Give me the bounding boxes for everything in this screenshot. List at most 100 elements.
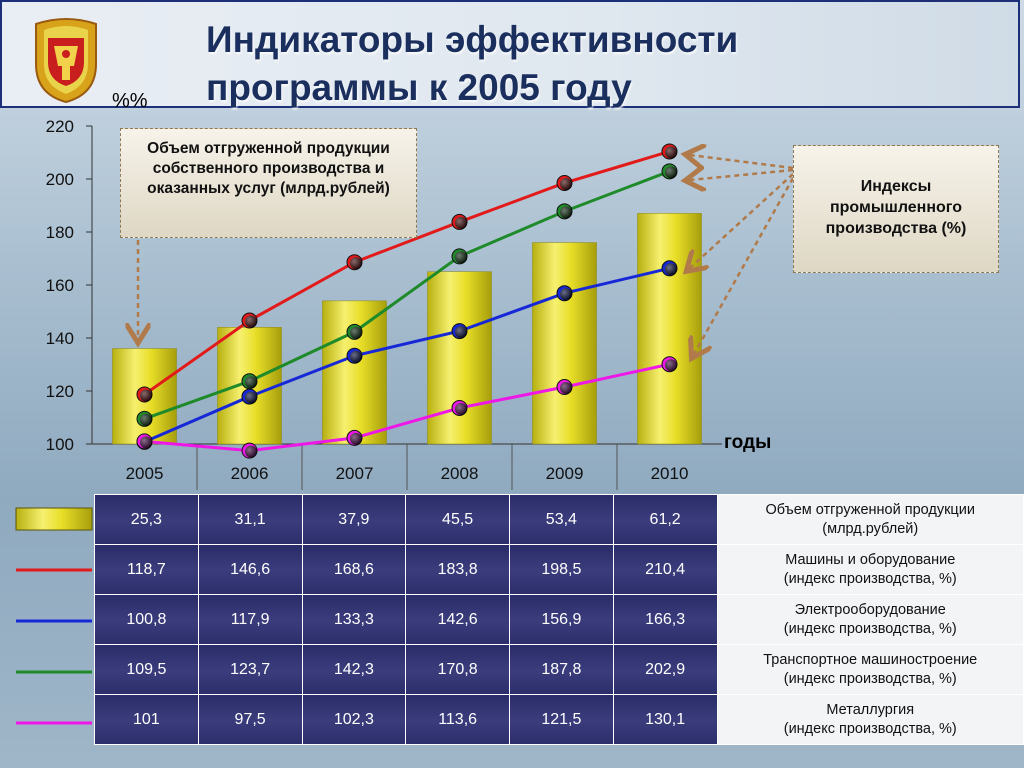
arrow-to-electro	[690, 173, 794, 268]
y-tick-label: 220	[46, 117, 74, 136]
point-shade-electro-2010	[665, 263, 677, 276]
legend-key-bar	[15, 507, 93, 531]
point-shade-machines-2010	[665, 146, 677, 159]
table-row-label-line: (индекс производства, %)	[783, 720, 957, 737]
table-cell: 210,4	[612, 544, 718, 595]
table-cell: 102,3	[301, 694, 407, 745]
table-cell: 187,8	[509, 644, 614, 695]
x-axis-title: годы	[724, 432, 772, 453]
arrow-to-machines	[690, 155, 794, 168]
table-cell: 166,3	[612, 594, 718, 645]
point-shade-transport-2007	[350, 326, 362, 339]
table-cell: 168,6	[301, 544, 407, 595]
table-row-label-line: (индекс производства, %)	[783, 620, 957, 637]
point-shade-electro-2008	[455, 326, 467, 339]
table-cell: 31,1	[197, 494, 303, 545]
callout-production-indices: Индексы промышленного производства (%)	[793, 145, 999, 273]
point-shade-machines-2005	[140, 389, 152, 402]
bar-2008	[427, 271, 492, 445]
point-shade-transport-2005	[140, 413, 152, 426]
table-cell: 97,5	[197, 694, 303, 745]
arrow-to-metal	[694, 177, 795, 354]
bar-2010	[637, 213, 702, 445]
x-tick-label: 2008	[441, 464, 479, 483]
y-tick-label: 180	[46, 223, 74, 242]
table-cell: 61,2	[612, 494, 718, 545]
bar-2007	[322, 300, 387, 445]
table-row-label: Объем отгруженной продукции (млрд.рублей)	[716, 494, 1024, 545]
table-row-label-line: (индекс производства, %)	[783, 670, 957, 687]
table-cell: 101	[94, 694, 199, 745]
point-shade-metal-2007	[350, 432, 362, 445]
table-cell: 183,8	[405, 544, 510, 595]
table-row-transport: 109,5 123,7 142,3 170,8 187,8 202,9 Транспортн…	[94, 644, 1024, 695]
x-tick-label: 2009	[546, 464, 584, 483]
table-row-label: Металлургия (индекс производства, %)	[716, 694, 1024, 745]
table-cell: 109,5	[94, 644, 199, 695]
point-shade-metal-2010	[665, 359, 677, 372]
point-shade-transport-2009	[560, 206, 572, 219]
table-row-electro: 100,8 117,9 133,3 142,6 156,9 166,3 Электрообо…	[94, 594, 1024, 645]
lines-group	[136, 143, 678, 459]
table-cell: 142,3	[301, 644, 407, 695]
table-cell: 118,7	[94, 544, 199, 595]
chart-axes: 100 120 140 160 180 200 220 2005 2006 2007 2008 200…	[46, 117, 722, 490]
table-cell: 37,9	[301, 494, 407, 545]
point-shade-transport-2010	[665, 166, 677, 179]
point-shade-electro-2007	[350, 350, 362, 363]
table-row-metal: 101 97,5 102,3 113,6 121,5 130,1 Металлургия (и…	[94, 694, 1024, 745]
table-row-label-line: Машины и оборудование	[785, 551, 956, 568]
y-tick-label: 100	[46, 435, 74, 454]
table-row-label: Электрооборудование (индекс производства,…	[716, 594, 1024, 645]
point-shade-transport-2006	[245, 376, 257, 389]
line-series-metal	[144, 362, 670, 453]
callout-shipped-volume: Объем отгруженной продукции собственного…	[120, 128, 417, 238]
table-cell: 25,3	[94, 494, 199, 545]
table-row-label-line: (индекс производства, %)	[783, 570, 957, 587]
title-line-1: Индикаторы эффективности	[206, 19, 739, 60]
x-tick-label: 2005	[126, 464, 164, 483]
table-cell: 156,9	[509, 594, 614, 645]
title-bar: Индикаторы эффективности программы к 200…	[0, 0, 1020, 108]
point-shade-machines-2006	[245, 315, 257, 328]
table-cell: 45,5	[405, 494, 510, 545]
table-cell: 202,9	[612, 644, 718, 695]
table-cell: 146,6	[197, 544, 303, 595]
table-cell: 117,9	[197, 594, 303, 645]
table-row-label-line: Электрооборудование	[794, 601, 946, 618]
table-row-label-line: (млрд.рублей)	[822, 520, 919, 537]
point-shade-metal-2009	[560, 382, 572, 395]
y-axis-unit-label: %%	[112, 90, 148, 112]
coat-of-arms-logo	[35, 18, 97, 104]
table-cell: 113,6	[405, 694, 510, 745]
point-shade-metal-2006	[245, 445, 257, 458]
point-shade-transport-2008	[455, 251, 467, 264]
line-series-electro	[143, 266, 670, 444]
table-cell: 123,7	[197, 644, 303, 695]
table-row-machines: 118,7 146,6 168,6 183,8 198,5 210,4 Машины и о…	[94, 544, 1024, 595]
table-cell: 100,8	[94, 594, 199, 645]
table-row-label: Машины и оборудование (индекс производств…	[716, 544, 1024, 595]
table-cell: 142,6	[405, 594, 510, 645]
point-shade-metal-2008	[455, 402, 467, 415]
point-shade-electro-2006	[245, 391, 257, 404]
table-row-bar: 25,3 31,1 37,9 45,5 53,4 61,2 Объем отгруженно…	[94, 494, 1024, 545]
table-cell: 198,5	[509, 544, 614, 595]
title-line-2: программы к 2005 году	[206, 67, 632, 108]
line-series-transport	[143, 169, 671, 421]
callout-arrows	[138, 155, 795, 354]
table-row-label: Транспортное машиностроение (индекс произ…	[716, 644, 1024, 695]
combined-bar-line-chart: 100 120 140 160 180 200 220 2005 2006 2007 2008 200…	[46, 117, 795, 490]
line-series-machines	[143, 150, 670, 396]
point-shade-electro-2009	[560, 288, 572, 301]
table-cell: 121,5	[509, 694, 614, 745]
table-cell: 53,4	[509, 494, 614, 545]
bar-2009	[532, 242, 597, 445]
bars-group	[112, 213, 702, 445]
point-shade-machines-2008	[455, 216, 467, 229]
x-tick-label: 2006	[231, 464, 269, 483]
y-tick-label: 140	[46, 329, 74, 348]
table-cell: 130,1	[612, 694, 718, 745]
table-cell: 133,3	[301, 594, 407, 645]
data-table: 25,3 31,1 37,9 45,5 53,4 61,2 Объем отгруженно…	[94, 494, 1024, 745]
